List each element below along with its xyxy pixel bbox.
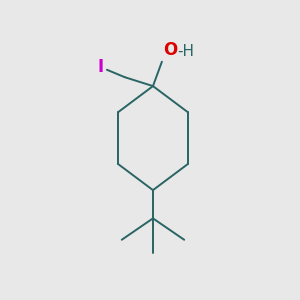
Text: I: I (97, 58, 103, 76)
Text: O: O (163, 41, 177, 59)
Text: -H: -H (177, 44, 194, 59)
